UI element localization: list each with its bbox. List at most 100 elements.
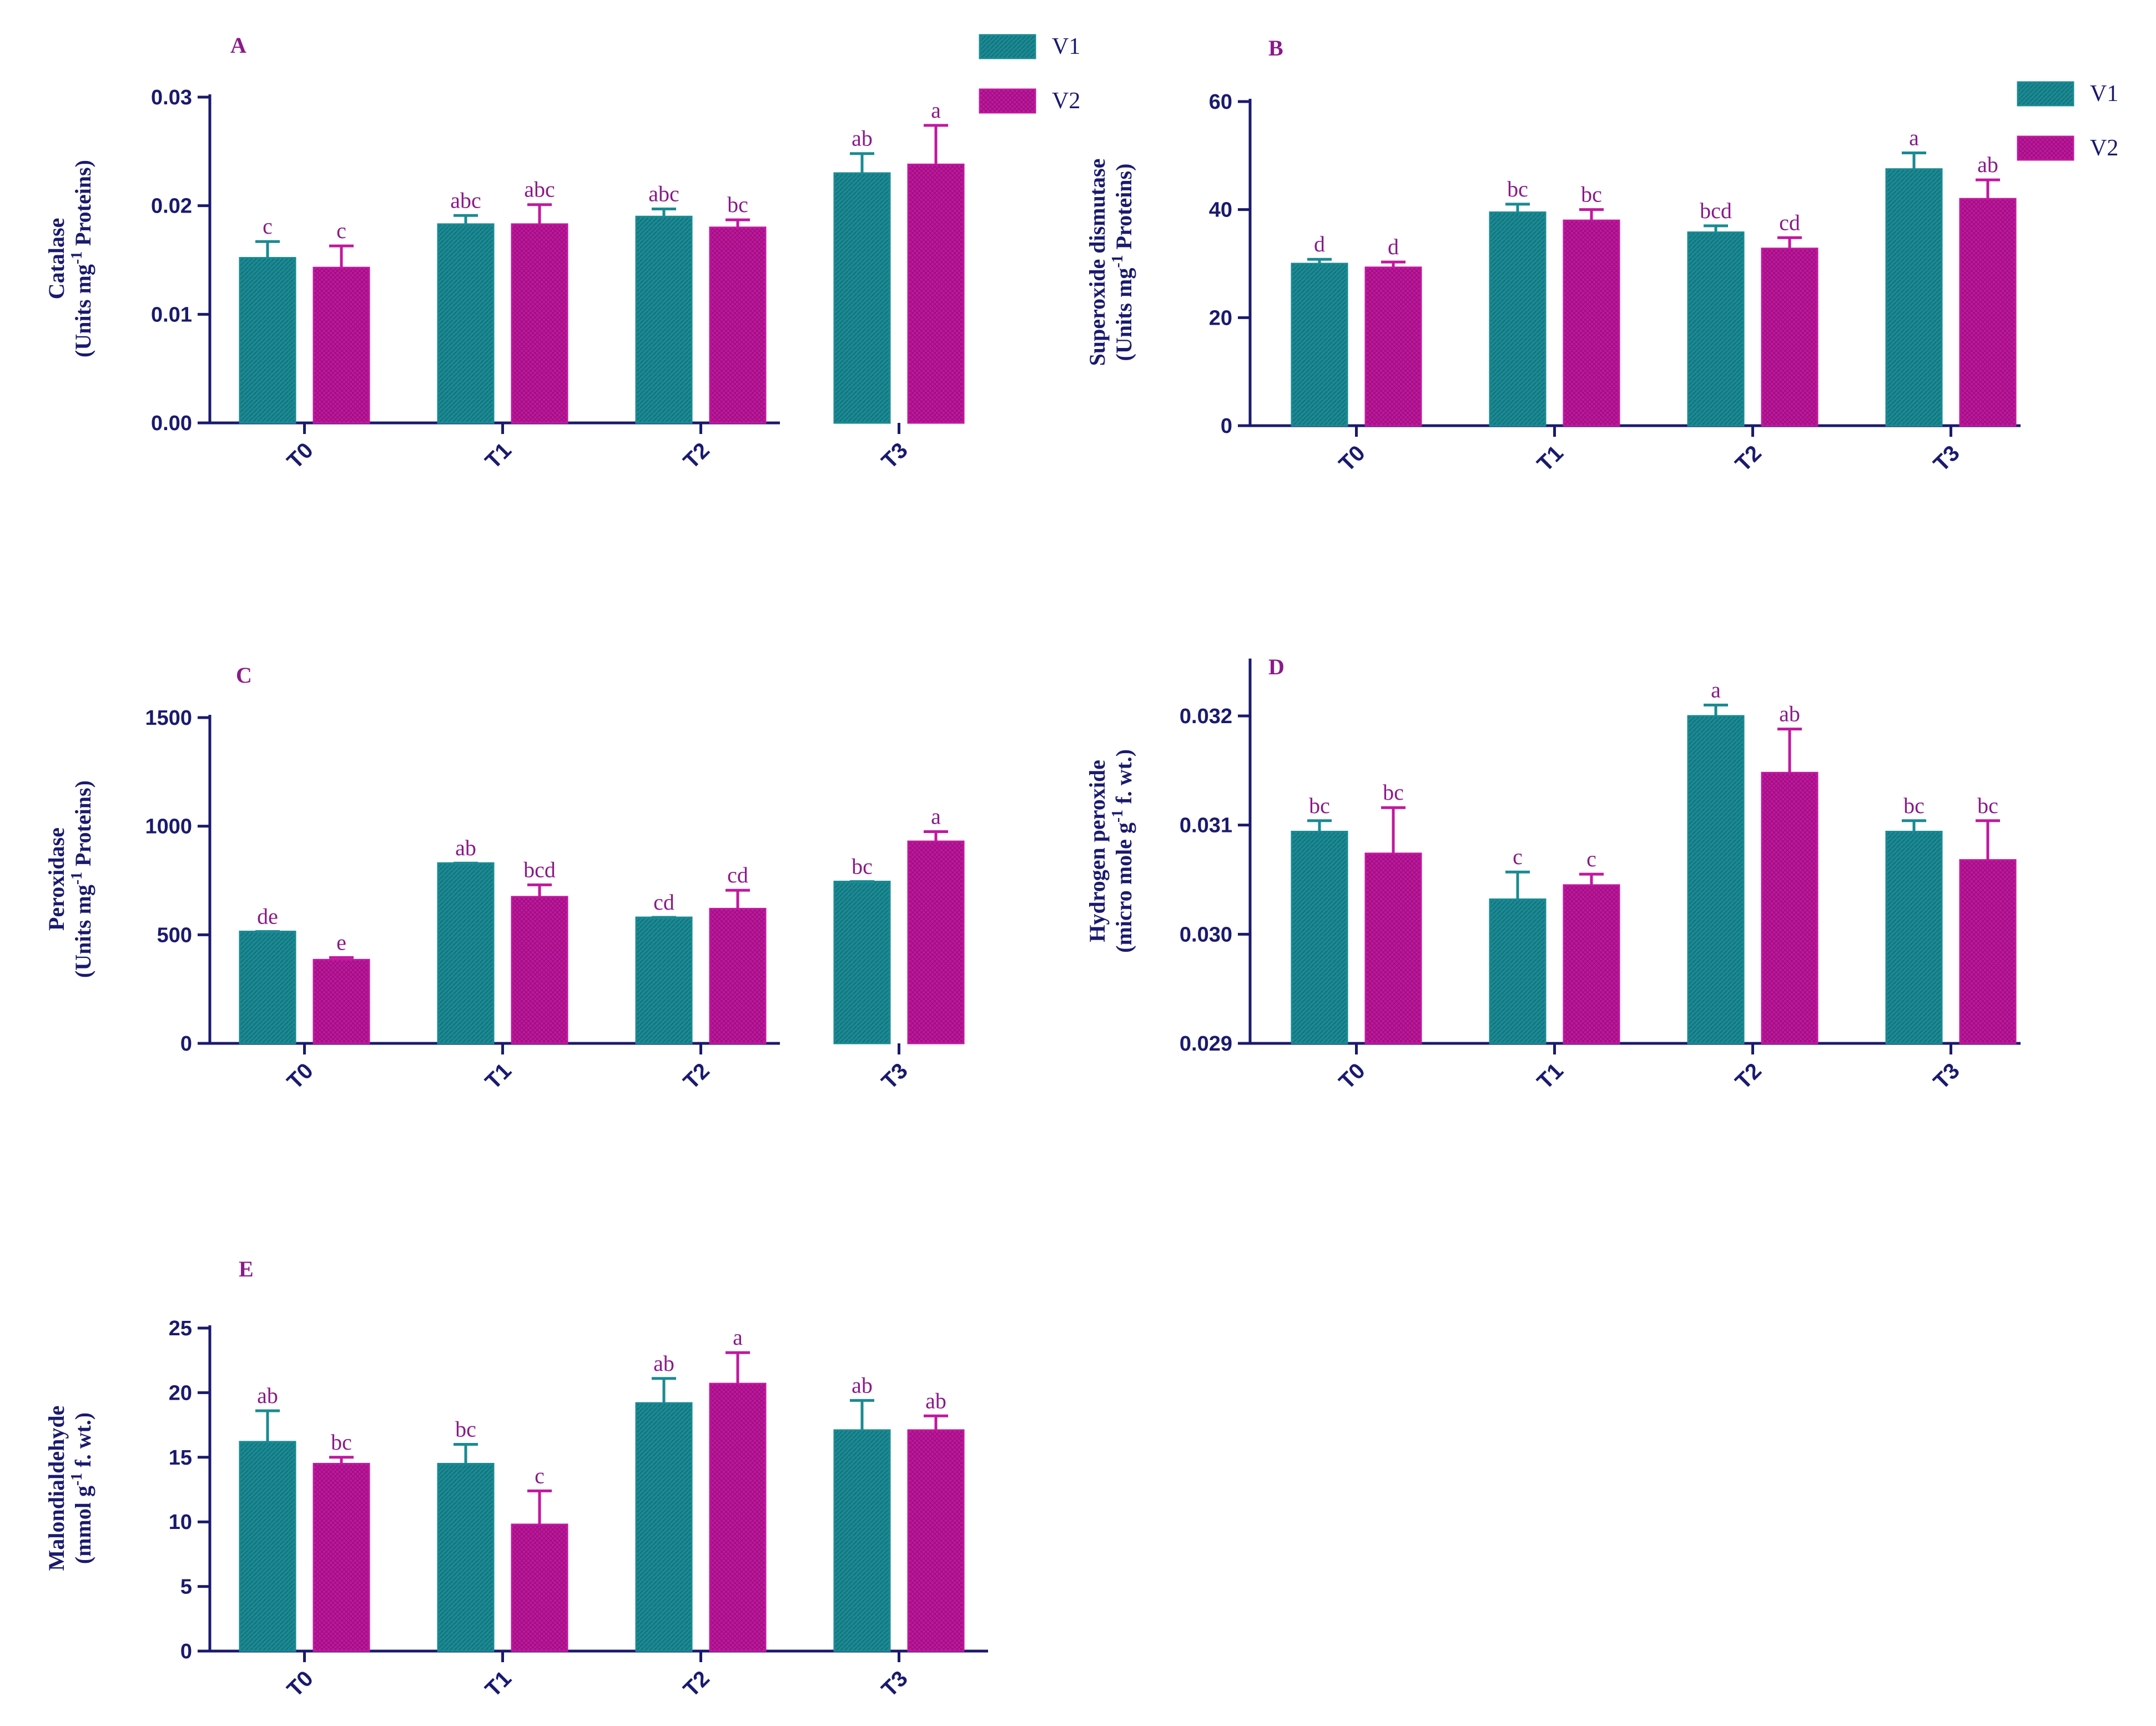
bar-v1-t1 — [1489, 211, 1547, 427]
significance-letter: bcd — [523, 857, 556, 882]
y-axis-label-line: Malondialdehyde — [44, 1406, 69, 1571]
x-tick-label: T1 — [1533, 441, 1568, 476]
x-tick-label: T3 — [877, 1058, 913, 1094]
bar-v1-t3 — [1885, 830, 1943, 1044]
legend-swatch-v2 — [979, 88, 1036, 114]
chart-panel-a: A 0.00 0.01 0.02 0.03 Catalase(Units mg-1 Pro… — [44, 33, 965, 473]
significance-letter: cd — [727, 862, 748, 887]
bar-v2-t3 — [907, 163, 965, 424]
significance-letter: bc — [455, 1417, 476, 1442]
significance-letter: ab — [852, 126, 873, 151]
significance-letter: bc — [1507, 176, 1528, 201]
bar-v1-t3 — [833, 1429, 891, 1652]
legends: V1 V2 V1 V2 — [979, 34, 2118, 161]
bar-v1-t3 — [833, 172, 891, 424]
y-tick-label: 0.030 — [1180, 923, 1232, 946]
bar-v2-t1 — [1563, 884, 1620, 1044]
y-tick-label: 0.03 — [151, 86, 192, 109]
y-tick-label: 1000 — [145, 815, 192, 839]
significance-letter: bc — [1309, 793, 1330, 818]
significance-letter: c — [1513, 844, 1523, 869]
x-tick-label: T1 — [481, 1058, 516, 1094]
y-axis-label: Malondialdehyde(mmol g-1 f. wt.) — [44, 1406, 95, 1571]
chart-panel-b: B 0 20 40 60 Superoxide dismutase(Units mg-1 … — [1085, 36, 2021, 476]
y-tick-label: 60 — [1209, 90, 1232, 114]
legend-A: V1 V2 — [979, 34, 1080, 114]
legend-label: V1 — [1052, 34, 1080, 59]
bar-v2-t0 — [313, 1462, 370, 1652]
panel-label: E — [239, 1256, 254, 1281]
y-axis-label-line: (Units mg-1 Proteins) — [68, 780, 95, 978]
superscript: -1 — [1109, 255, 1126, 268]
y-tick-label: 500 — [157, 923, 192, 947]
legend-B: V1 V2 — [2017, 81, 2118, 161]
significance-letter: abc — [524, 177, 555, 202]
significance-letter: ab — [653, 1351, 674, 1376]
bar-v1-t3 — [1885, 168, 1943, 427]
significance-letter: abc — [648, 181, 679, 206]
x-tick-label: T3 — [877, 438, 913, 473]
y-axis-label-rest: Proteins) — [70, 160, 95, 251]
x-tick-label: T0 — [283, 438, 318, 473]
y-axis-label: Peroxidase(Units mg-1 Proteins) — [44, 780, 95, 978]
y-axis-label: Catalase(Units mg-1 Proteins) — [44, 160, 95, 357]
superscript: -1 — [1109, 810, 1126, 822]
significance-letter: cd — [1779, 210, 1800, 235]
significance-letter: d — [1388, 234, 1399, 259]
bar-v1-t2 — [635, 215, 693, 424]
legend-label: V2 — [2090, 135, 2118, 161]
bar-v1-t1 — [437, 862, 495, 1044]
bar-v1-t0 — [239, 930, 296, 1044]
y-tick-label: 0.031 — [1180, 814, 1232, 837]
bar-v2-t0 — [1364, 266, 1422, 427]
bar-v2-t2 — [1761, 248, 1819, 427]
bar-v2-t0 — [1364, 852, 1422, 1044]
y-axis-label-line: Superoxide dismutase — [1085, 159, 1110, 366]
bar-v2-t2 — [1761, 771, 1819, 1044]
significance-letter: c — [263, 214, 273, 239]
y-tick-label: 20 — [169, 1381, 192, 1405]
superscript: -1 — [68, 251, 85, 264]
significance-letter: d — [1314, 231, 1325, 256]
bar-v2-t3 — [907, 840, 965, 1044]
y-axis-label: Hydrogen peroxide(micro mole g-1 f. wt.) — [1085, 749, 1136, 953]
bar-v2-t1 — [511, 223, 568, 424]
significance-letter: ab — [1779, 701, 1800, 726]
y-tick-label: 15 — [169, 1446, 192, 1470]
y-tick-label: 0.02 — [151, 195, 192, 218]
significance-letter: ab — [925, 1388, 946, 1413]
significance-letter: bc — [1581, 182, 1602, 207]
y-tick-label: 0.032 — [1180, 705, 1232, 728]
chart-panel-e: E 0 5 10 15 20 25 Malondialdehyde(mmol g-1 f. w… — [44, 1256, 988, 1702]
bar-v2-t1 — [511, 896, 568, 1044]
bar-v2-t0 — [313, 958, 370, 1044]
x-tick-label: T1 — [481, 1666, 516, 1702]
significance-letter: c — [1586, 846, 1596, 871]
x-tick-label: T0 — [1334, 441, 1370, 476]
significance-letter: e — [336, 930, 346, 955]
x-tick-label: T2 — [1731, 1058, 1766, 1094]
x-tick-label: T3 — [1929, 1058, 1964, 1094]
bar-v2-t3 — [1959, 859, 2017, 1044]
x-tick-label: T3 — [1929, 441, 1964, 476]
legend-swatch-v1 — [2017, 81, 2074, 107]
y-tick-label: 20 — [1209, 306, 1232, 330]
x-tick-label: T1 — [1533, 1058, 1568, 1094]
y-axis-label-line: (mmol g-1 f. wt.) — [68, 1412, 95, 1564]
significance-letter: bc — [331, 1430, 352, 1455]
x-tick-label: T2 — [679, 1666, 714, 1702]
panel-label: C — [236, 663, 252, 688]
x-tick-label: T3 — [877, 1666, 913, 1702]
significance-letter: bc — [1903, 793, 1925, 818]
x-tick-label: T0 — [1334, 1058, 1370, 1094]
significance-letter: bcd — [1700, 198, 1732, 223]
legend-swatch-v1 — [979, 34, 1036, 59]
y-tick-label: 0.00 — [151, 412, 192, 435]
bar-v2-t2 — [709, 907, 767, 1044]
y-axis-label-line: (Units mg-1 Proteins) — [1109, 164, 1136, 361]
bar-v1-t2 — [1687, 231, 1745, 427]
y-axis-label-line: Catalase — [44, 218, 69, 300]
x-tick-label: T2 — [1731, 441, 1766, 476]
